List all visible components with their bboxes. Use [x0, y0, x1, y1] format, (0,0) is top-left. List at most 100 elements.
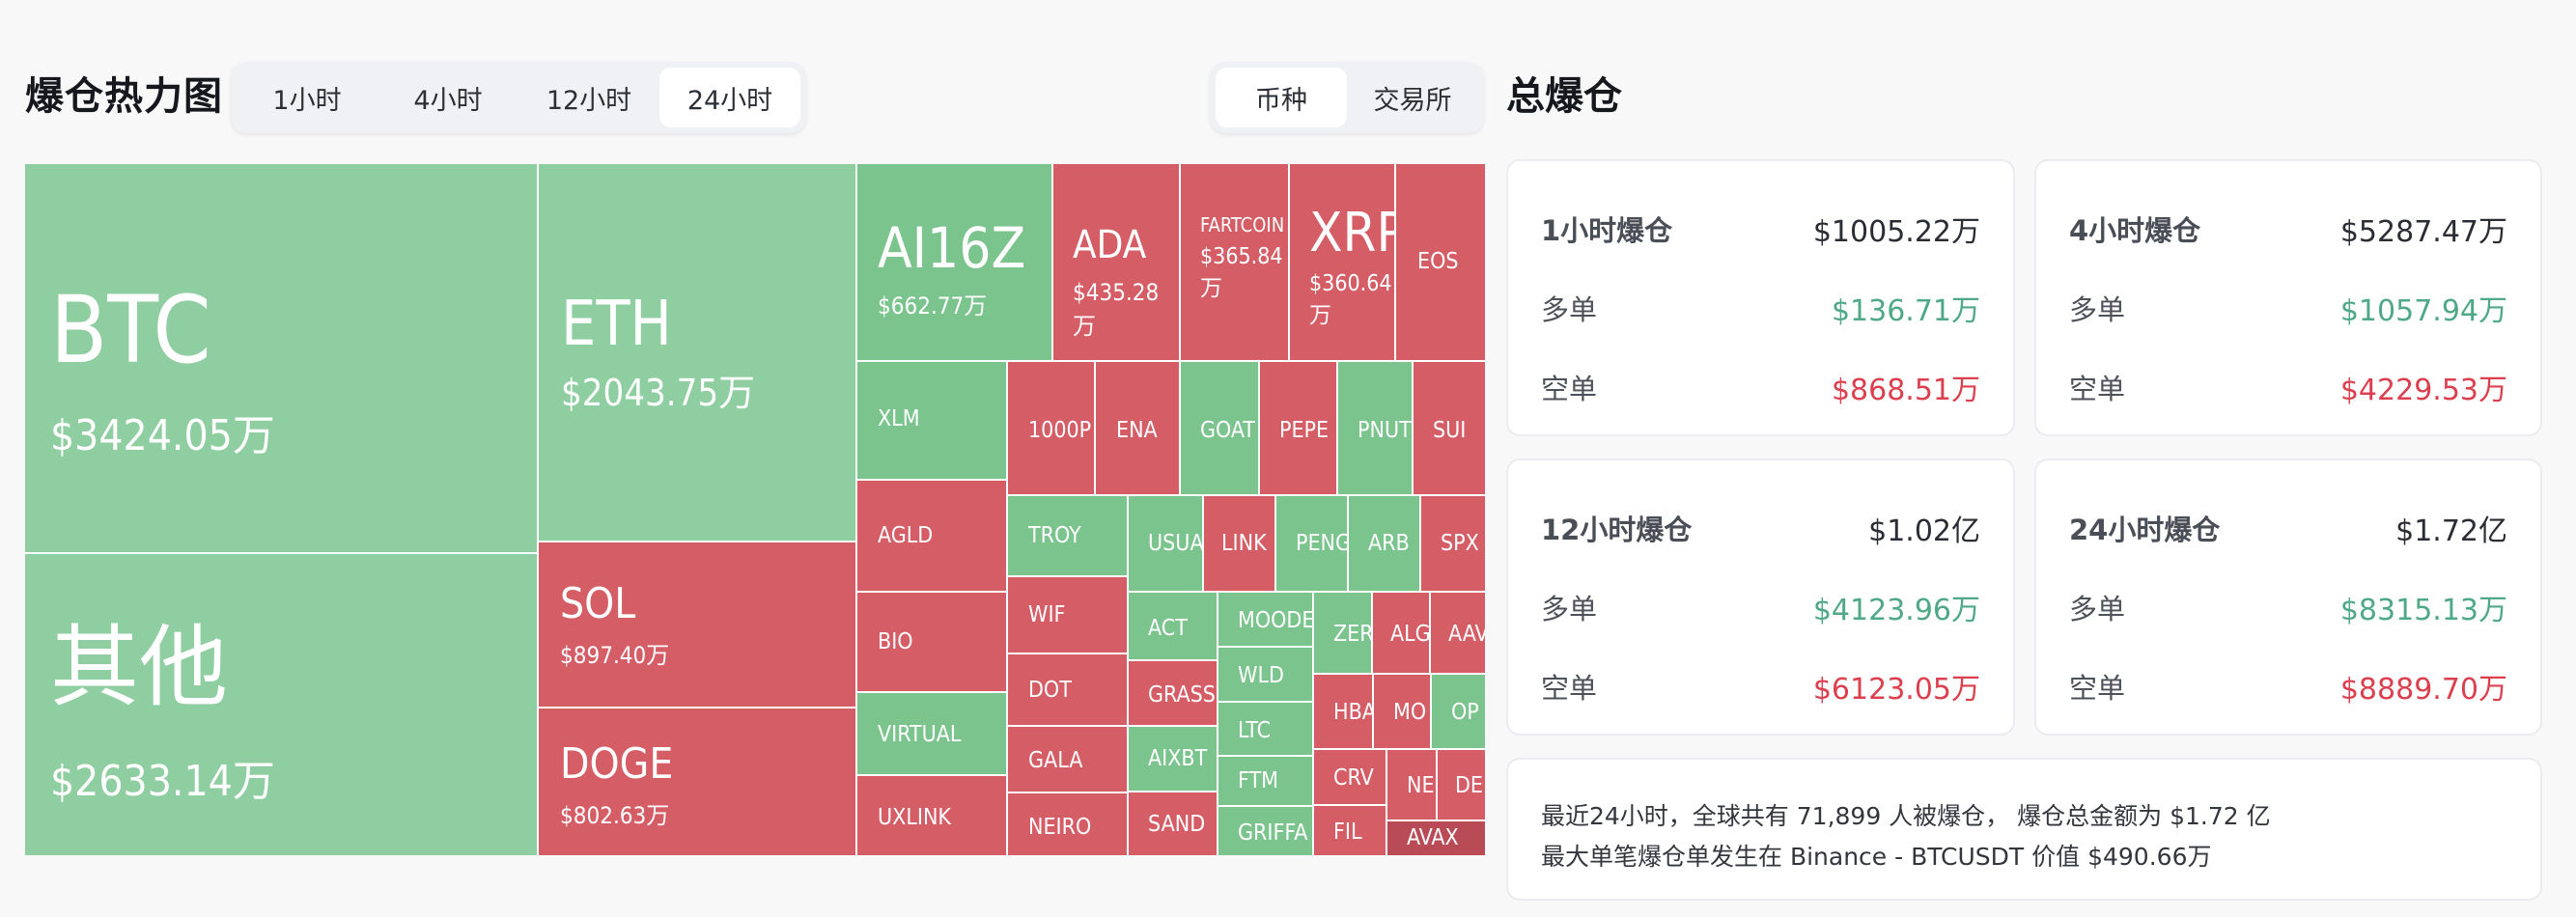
- heatmap-tile[interactable]: SOL $897.40万: [539, 542, 855, 707]
- tile-symbol: LTC: [1238, 718, 1272, 743]
- heatmap-tile[interactable]: FIL: [1314, 806, 1386, 855]
- heatmap-tile[interactable]: AVAX: [1387, 821, 1485, 855]
- liquidation-info-panel: 最近24小时，全球共有 71,899 人被爆仓， 爆仓总金额为 $1.72 亿 …: [1506, 758, 2542, 901]
- info-line-total: 最近24小时，全球共有 71,899 人被爆仓， 爆仓总金额为 $1.72 亿: [1541, 802, 2271, 830]
- short-amount: $4229.53万: [2339, 374, 2507, 407]
- summary-card-12h: 12小时爆仓 $1.02亿 多单 $4123.96万 空单 $6123.05万: [1506, 458, 2015, 736]
- tile-symbol: LINK: [1221, 531, 1267, 556]
- tab-1h[interactable]: 1小时: [272, 85, 342, 116]
- heatmap-tile[interactable]: GRASS: [1129, 661, 1217, 725]
- tile-symbol: 其他: [50, 616, 229, 719]
- tile-symbol: WIF: [1028, 602, 1066, 627]
- heatmap-tile[interactable]: LINK: [1204, 496, 1274, 591]
- heatmap-tile[interactable]: AI16Z $662.77万: [857, 164, 1051, 360]
- heatmap-tile[interactable]: XRP $360.64万: [1290, 164, 1394, 360]
- heatmap-tile[interactable]: PNUT: [1338, 362, 1412, 494]
- tab-24h[interactable]: 24小时: [659, 68, 800, 127]
- tile-symbol: XRP: [1309, 202, 1394, 264]
- tile-symbol: FARTCOIN: [1200, 213, 1285, 236]
- heatmap-tile[interactable]: BIO: [857, 593, 1006, 691]
- heatmap-tile[interactable]: 1000P: [1008, 362, 1094, 494]
- card-long-row: 多单 $4123.96万: [1541, 588, 1980, 627]
- heatmap-tile[interactable]: NE: [1387, 750, 1436, 820]
- heatmap-tile[interactable]: WLD: [1218, 648, 1312, 701]
- card-total-amount: $1.72亿: [2395, 514, 2507, 548]
- heatmap-tile[interactable]: XLM: [857, 362, 1006, 479]
- heatmap-tile[interactable]: AAV: [1431, 593, 1485, 673]
- heatmap-tile[interactable]: VIRTUAL: [857, 693, 1006, 774]
- heatmap-tile[interactable]: SUI: [1414, 362, 1485, 494]
- heatmap-tile[interactable]: SAND: [1129, 792, 1217, 855]
- heatmap-tile[interactable]: ETH $2043.75万: [539, 164, 855, 541]
- long-label: 多单: [2069, 593, 2126, 625]
- heatmap-tile[interactable]: DE: [1438, 750, 1485, 820]
- tile-symbol: ETH: [561, 289, 672, 360]
- long-amount: $8315.13万: [2339, 594, 2507, 627]
- heatmap-tile[interactable]: ALG: [1373, 593, 1429, 673]
- tile-symbol: ACT: [1148, 616, 1188, 641]
- tile-symbol: AI16Z: [878, 215, 1026, 281]
- heatmap-tile[interactable]: MO: [1374, 675, 1430, 748]
- heatmap-tile[interactable]: NEIRO: [1008, 793, 1127, 855]
- heatmap-tile[interactable]: ENA: [1096, 362, 1179, 494]
- tile-symbol: USUA: [1148, 531, 1202, 556]
- heatmap-tile[interactable]: FARTCOIN $365.84万: [1181, 164, 1288, 360]
- heatmap-tile[interactable]: GRIFFA: [1218, 807, 1312, 855]
- card-long-row: 多单 $1057.94万: [2069, 289, 2507, 328]
- tile-symbol: XLM: [878, 406, 920, 431]
- heatmap-tile[interactable]: DOT: [1008, 654, 1127, 725]
- tile-symbol: UXLINK: [878, 805, 951, 830]
- heatmap-tile[interactable]: ADA $435.28万: [1053, 164, 1179, 360]
- heatmap-tile[interactable]: 其他 $2633.14万: [25, 554, 537, 855]
- tab-4h[interactable]: 4小时: [413, 85, 483, 116]
- tile-symbol: NE: [1407, 773, 1435, 798]
- heatmap-tile[interactable]: DOGE $802.63万: [539, 709, 855, 855]
- tile-symbol: BIO: [878, 629, 913, 654]
- tab-by-exchange[interactable]: 交易所: [1373, 85, 1452, 116]
- tile-symbol: GRASS: [1148, 682, 1216, 708]
- tile-symbol: GOAT: [1200, 418, 1255, 443]
- card-long-row: 多单 $136.71万: [1541, 289, 1980, 328]
- summary-card-1h: 1小时爆仓 $1005.22万 多单 $136.71万 空单 $868.51万: [1506, 159, 2015, 436]
- heatmap-tile[interactable]: OP: [1432, 675, 1485, 748]
- tile-value: $435.28万: [1073, 279, 1160, 340]
- heatmap-tile[interactable]: USUA: [1129, 496, 1202, 591]
- heatmap-tile[interactable]: BTC $3424.05万: [25, 164, 537, 552]
- tab-by-coin[interactable]: 币种: [1216, 68, 1347, 127]
- tile-value: $897.40万: [560, 642, 670, 669]
- heatmap-tile[interactable]: AIXBT: [1129, 727, 1217, 791]
- long-amount: $4123.96万: [1812, 594, 1980, 627]
- heatmap-tile[interactable]: SPX: [1421, 496, 1485, 591]
- heatmap-tile[interactable]: ZER: [1314, 593, 1371, 673]
- tile-symbol: MO: [1393, 700, 1427, 725]
- heatmap-tile[interactable]: ARB: [1349, 496, 1419, 591]
- heatmap-tile[interactable]: AGLD: [857, 481, 1006, 591]
- heatmap-tile[interactable]: CRV: [1314, 750, 1386, 804]
- heatmap-tile[interactable]: PEPE: [1260, 362, 1336, 494]
- tile-symbol: EOS: [1417, 249, 1459, 274]
- card-long-row: 多单 $8315.13万: [2069, 588, 2507, 627]
- liquidation-heatmap: BTC $3424.05万 其他 $2633.14万 ETH $2043.75万 SOL $8…: [25, 164, 1485, 855]
- heatmap-tile[interactable]: GOAT: [1181, 362, 1258, 494]
- heatmap-tile[interactable]: TROY: [1008, 496, 1127, 575]
- heatmap-tile[interactable]: MOODE: [1218, 593, 1312, 646]
- heatmap-tile[interactable]: EOS: [1396, 164, 1485, 360]
- heatmap-tile[interactable]: FTM: [1218, 757, 1312, 805]
- tile-symbol: DOT: [1028, 678, 1072, 703]
- tile-symbol: GRIFFA: [1238, 820, 1308, 846]
- short-label: 空单: [2069, 373, 2126, 405]
- tile-symbol: ZER: [1333, 622, 1371, 647]
- heatmap-tile[interactable]: ACT: [1129, 593, 1217, 659]
- heatmap-tile[interactable]: GALA: [1008, 727, 1127, 792]
- tab-12h[interactable]: 12小时: [546, 85, 632, 116]
- heatmap-tile[interactable]: UXLINK: [857, 776, 1006, 855]
- tile-symbol: HBA: [1333, 700, 1372, 725]
- summary-card-4h: 4小时爆仓 $5287.47万 多单 $1057.94万 空单 $4229.53…: [2034, 159, 2542, 436]
- heatmap-tile[interactable]: HBA: [1314, 675, 1372, 748]
- heatmap-tile[interactable]: PENG: [1276, 496, 1347, 591]
- heatmap-tile[interactable]: WIF: [1008, 577, 1127, 653]
- card-short-row: 空单 $4229.53万: [2069, 368, 2507, 407]
- heatmap-tile[interactable]: LTC: [1218, 703, 1312, 755]
- tile-symbol: GALA: [1028, 748, 1083, 773]
- card-period-label: 24小时爆仓: [2069, 514, 2221, 546]
